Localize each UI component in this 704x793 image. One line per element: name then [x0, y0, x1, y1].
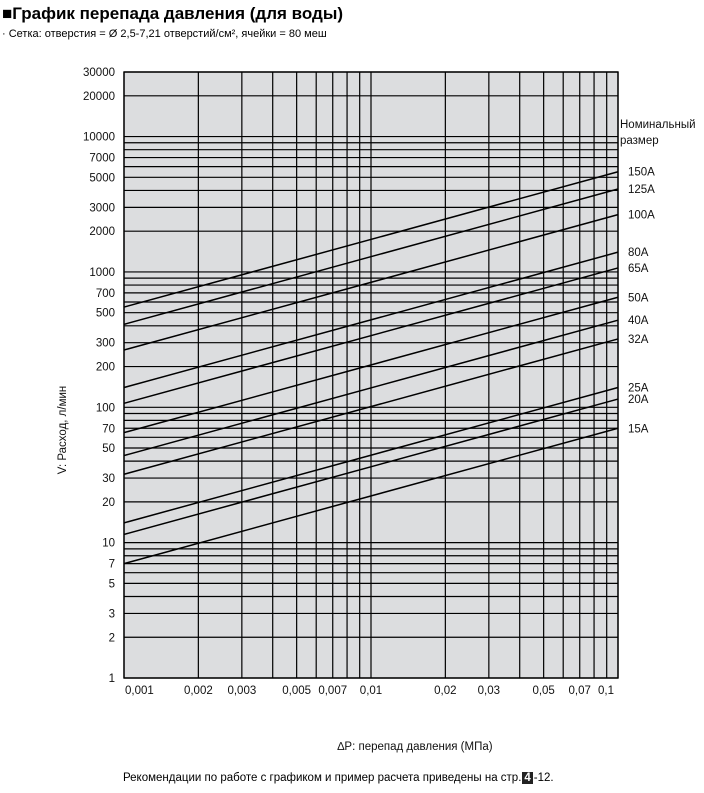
series-line-80A: [123, 251, 619, 389]
x-tick-label: 0,02: [434, 685, 456, 697]
x-tick-label: 0,03: [478, 685, 500, 697]
x-tick-label: 0,002: [184, 685, 213, 697]
y-tick-label: 70: [102, 423, 115, 435]
x-tick-label: 0,005: [282, 685, 311, 697]
plot-area: 1 2 3 5 7 10 20 30 50 70 100 200 300 500 700 1000 2000 30…: [83, 67, 655, 697]
y-tick-label: 100: [96, 402, 115, 414]
x-tick-label: 0,05: [532, 685, 554, 697]
series-label: 25A: [628, 383, 649, 395]
y-tick-label: 50: [102, 443, 115, 455]
y-tick-label: 10: [102, 538, 115, 550]
y-tick-label: 2000: [89, 226, 115, 238]
x-tick-label: 0,01: [360, 685, 382, 697]
series-label: 15A: [628, 423, 649, 435]
series-line-40A: [123, 319, 619, 457]
y-tick-label: 300: [96, 338, 115, 350]
x-tick-label: 0,003: [227, 685, 256, 697]
series-line-25A: [123, 386, 619, 524]
series-line-125A: [123, 188, 619, 326]
x-tick-label: 0,1: [598, 685, 614, 697]
legend-title-line1: Номинальный: [620, 119, 696, 131]
series-label: 32A: [628, 334, 649, 346]
footer-text-after: -12.: [533, 772, 554, 784]
x-tick-label: 0,001: [125, 685, 154, 697]
legend-title-line2: размер: [620, 135, 659, 147]
y-tick-label: 30: [102, 473, 115, 485]
page-reference-badge[interactable]: 4: [522, 772, 533, 784]
footer-text: Рекомендации по работе с графиком и прим…: [123, 772, 522, 784]
y-tick-label: 7000: [89, 153, 115, 165]
series-label: 40A: [628, 315, 649, 327]
series-line-32A: [123, 338, 619, 475]
series-line-100A: [123, 213, 619, 351]
footer-note: Рекомендации по работе с графиком и прим…: [123, 772, 554, 784]
y-tick-label: 3000: [89, 202, 115, 214]
y-tick-label: 20000: [83, 91, 115, 103]
series-line-50A: [123, 296, 619, 434]
plot-border: [123, 71, 619, 679]
series-line-65A: [123, 267, 619, 405]
y-tick-label: 2: [109, 632, 115, 644]
series-label: 100A: [628, 210, 655, 222]
y-axis-label: V: Расход, л/мин: [57, 386, 69, 475]
y-tick-label: 1000: [89, 267, 115, 279]
series-label: 65A: [628, 263, 649, 275]
series-label: 20A: [628, 394, 649, 406]
series-line-150A: [123, 171, 619, 308]
y-tick-label: 10000: [83, 132, 115, 144]
chart-title: ■График перепада давления (для воды): [2, 4, 344, 23]
y-tick-label: 30000: [83, 67, 115, 79]
y-tick-label: 3: [109, 608, 115, 620]
y-tick-label: 1: [109, 673, 115, 685]
y-tick-label: 5: [109, 578, 115, 590]
x-axis-label: ∆P: перепад давления (МПа): [337, 741, 492, 753]
y-tick-label: 200: [96, 362, 115, 374]
y-tick-label: 7: [109, 559, 115, 571]
y-tick-label: 5000: [89, 172, 115, 184]
y-tick-label: 500: [96, 308, 115, 320]
chart-subtitle: · Сетка: отверстия = Ø 2,5-7,21 отверсти…: [2, 28, 327, 40]
series-label: 150A: [628, 167, 655, 179]
series-label: 80A: [628, 247, 649, 259]
x-tick-label: 0,007: [318, 685, 347, 697]
series-label: 50A: [628, 292, 649, 304]
x-tick-label: 0,07: [569, 685, 591, 697]
series-label: 125A: [628, 184, 655, 196]
series-line-15A: [123, 427, 619, 565]
y-tick-label: 700: [96, 288, 115, 300]
y-tick-label: 20: [102, 497, 115, 509]
series-line-20A: [123, 398, 619, 536]
